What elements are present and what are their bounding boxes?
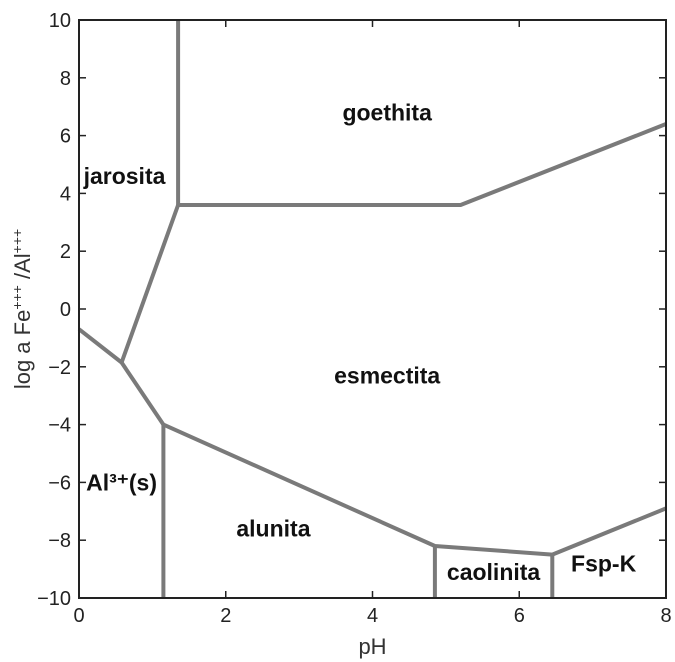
y-tick-label: −4 — [48, 415, 71, 437]
region-label: Al³⁺(s) — [86, 469, 157, 495]
region-label: Fsp-K — [571, 550, 637, 576]
axis-ticks: 0 2 4 6 8 −10 −8 −6 −4 −2 0 2 4 6 8 10 — [37, 10, 672, 627]
y-tick-label: −6 — [48, 472, 71, 494]
x-tick-label: 2 — [220, 605, 231, 627]
region-label: esmectita — [334, 362, 440, 388]
y-axis-label-superscript: +++ — [9, 229, 25, 254]
region-label: jarosita — [83, 163, 166, 189]
region-label: alunita — [236, 516, 310, 542]
x-axis-label: pH — [358, 634, 386, 659]
y-tick-label: −2 — [48, 357, 71, 379]
y-axis-label-superscript: +++ — [9, 285, 25, 310]
region-label: goethita — [342, 99, 432, 125]
x-tick-label: 0 — [73, 605, 84, 627]
x-tick-label: 8 — [660, 605, 671, 627]
x-tick-label: 6 — [514, 605, 525, 627]
y-tick-label: 6 — [60, 126, 71, 148]
y-axis-label-part: /Al — [10, 253, 35, 285]
phase-boundary-2 — [119, 361, 667, 557]
y-axis-label-part: log a Fe — [10, 310, 35, 390]
y-tick-label: 0 — [60, 299, 71, 321]
y-tick-label: 2 — [60, 241, 71, 263]
y-tick-label: 10 — [49, 10, 71, 32]
y-tick-label: −10 — [37, 588, 71, 610]
x-tick-label: 4 — [367, 605, 378, 627]
phase-boundary-0 — [77, 122, 667, 365]
region-label: caolinita — [447, 559, 541, 585]
y-tick-label: 8 — [60, 68, 71, 90]
boundary-lines — [77, 20, 667, 598]
y-axis-label: log a Fe+++ /Al+++ — [9, 229, 35, 389]
y-tick-label: 4 — [60, 183, 71, 205]
y-tick-label: −8 — [48, 530, 71, 552]
region-labels: goethita jarosita esmectita Al³⁺(s) alunita c… — [83, 99, 637, 585]
